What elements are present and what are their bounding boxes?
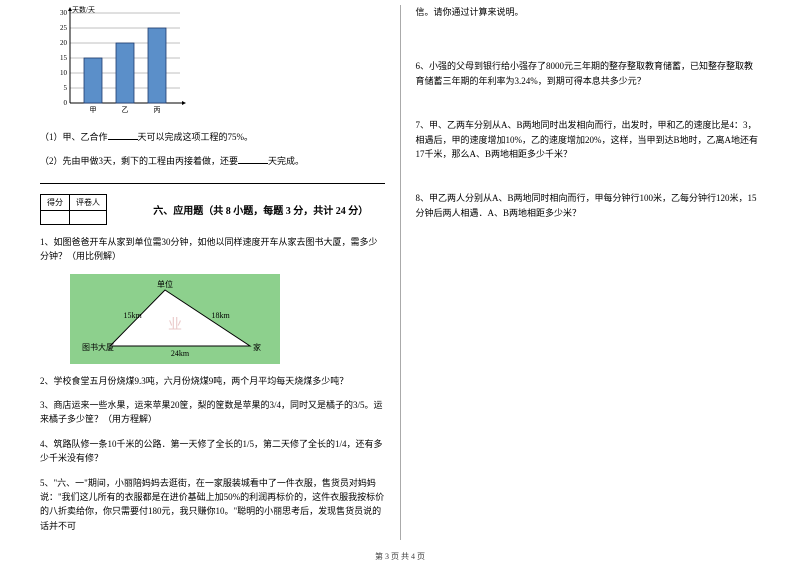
- svg-text:业: 业: [168, 317, 182, 333]
- svg-text:15km: 15km: [124, 311, 143, 320]
- q7: 7、甲、乙两车分别从A、B两地同时出发相向而行，出发时，甲和乙的速度比是4：3，…: [416, 118, 761, 161]
- q5-cont: 信。请你通过计算来说明。: [416, 5, 761, 19]
- svg-text:24km: 24km: [171, 349, 190, 358]
- svg-text:单位: 单位: [157, 279, 173, 289]
- column-divider: [400, 5, 401, 540]
- score-col2: 评卷人: [70, 194, 107, 210]
- left-column: 天数/天 0 5 10 15 20 25 30 甲 乙 丙 （1）甲、乙合作 天可以完成这项工程的75…: [30, 5, 395, 540]
- svg-text:家: 家: [253, 342, 261, 352]
- sub2-prefix: （2）先由甲做3天，剩下的工程由丙接着做，还要: [40, 156, 238, 166]
- blank-1: [108, 130, 138, 140]
- bar-chart: 天数/天 0 5 10 15 20 25 30 甲 乙 丙: [40, 5, 385, 120]
- svg-text:丙: 丙: [154, 106, 161, 114]
- section-title: 六、应用题（共 8 小题，每题 3 分，共计 24 分）: [107, 202, 385, 217]
- sub1-suffix: 天可以完成这项工程的75%。: [138, 132, 254, 142]
- chart-sub-q1: （1）甲、乙合作 天可以完成这项工程的75%。: [40, 130, 385, 144]
- q6: 6、小强的父母到银行给小强存了8000元三年期的整存整取教育储蓄，已知整存整取教…: [416, 59, 761, 88]
- triangle-diagram: 单位 15km 18km 图书大厦 家 24km 业: [70, 274, 280, 364]
- svg-text:20: 20: [60, 39, 68, 47]
- svg-text:5: 5: [64, 84, 68, 92]
- svg-text:25: 25: [60, 24, 68, 32]
- section-header: 得分 评卷人 六、应用题（共 8 小题，每题 3 分，共计 24 分）: [40, 194, 385, 225]
- svg-text:图书大厦: 图书大厦: [82, 342, 114, 352]
- svg-text:18km: 18km: [212, 311, 231, 320]
- page-footer: 第 3 页 共 4 页: [0, 551, 800, 562]
- svg-text:10: 10: [60, 69, 68, 77]
- svg-text:天数/天: 天数/天: [72, 5, 95, 14]
- svg-text:15: 15: [60, 54, 68, 62]
- chart-sub-q2: （2）先由甲做3天，剩下的工程由丙接着做，还要 天完成。: [40, 154, 385, 168]
- q8: 8、甲乙两人分别从A、B两地同时相向而行，甲每分钟行100米，乙每分钟行120米…: [416, 191, 761, 220]
- score-col1: 得分: [41, 194, 70, 210]
- svg-text:30: 30: [60, 9, 68, 17]
- sub1-prefix: （1）甲、乙合作: [40, 132, 108, 142]
- score-table: 得分 评卷人: [40, 194, 107, 225]
- svg-text:0: 0: [64, 99, 68, 107]
- q4: 4、筑路队修一条10千米的公路．第一天修了全长的1/5，第二天修了全长的1/4，…: [40, 437, 385, 466]
- q1: 1、如图爸爸开车从家到单位需30分钟，如他以同样速度开车从家去图书大厦，需多少分…: [40, 235, 385, 264]
- svg-text:甲: 甲: [90, 106, 97, 114]
- blank-2: [238, 154, 268, 164]
- q3: 3、商店运来一些水果，运来苹果20筐，梨的筐数是苹果的3/4，同时又是橘子的3/…: [40, 398, 385, 427]
- q2: 2、学校食堂五月份烧煤9.3吨，六月份烧煤9吨，两个月平均每天烧煤多少吨？: [40, 374, 385, 388]
- sub2-suffix: 天完成。: [268, 156, 304, 166]
- q5: 5、"六、一"期间，小丽陪妈妈去逛街，在一家服装城看中了一件衣服，售货员对妈妈说…: [40, 476, 385, 534]
- right-column: 信。请你通过计算来说明。 6、小强的父母到银行给小强存了8000元三年期的整存整…: [406, 5, 771, 540]
- svg-text:乙: 乙: [122, 106, 129, 114]
